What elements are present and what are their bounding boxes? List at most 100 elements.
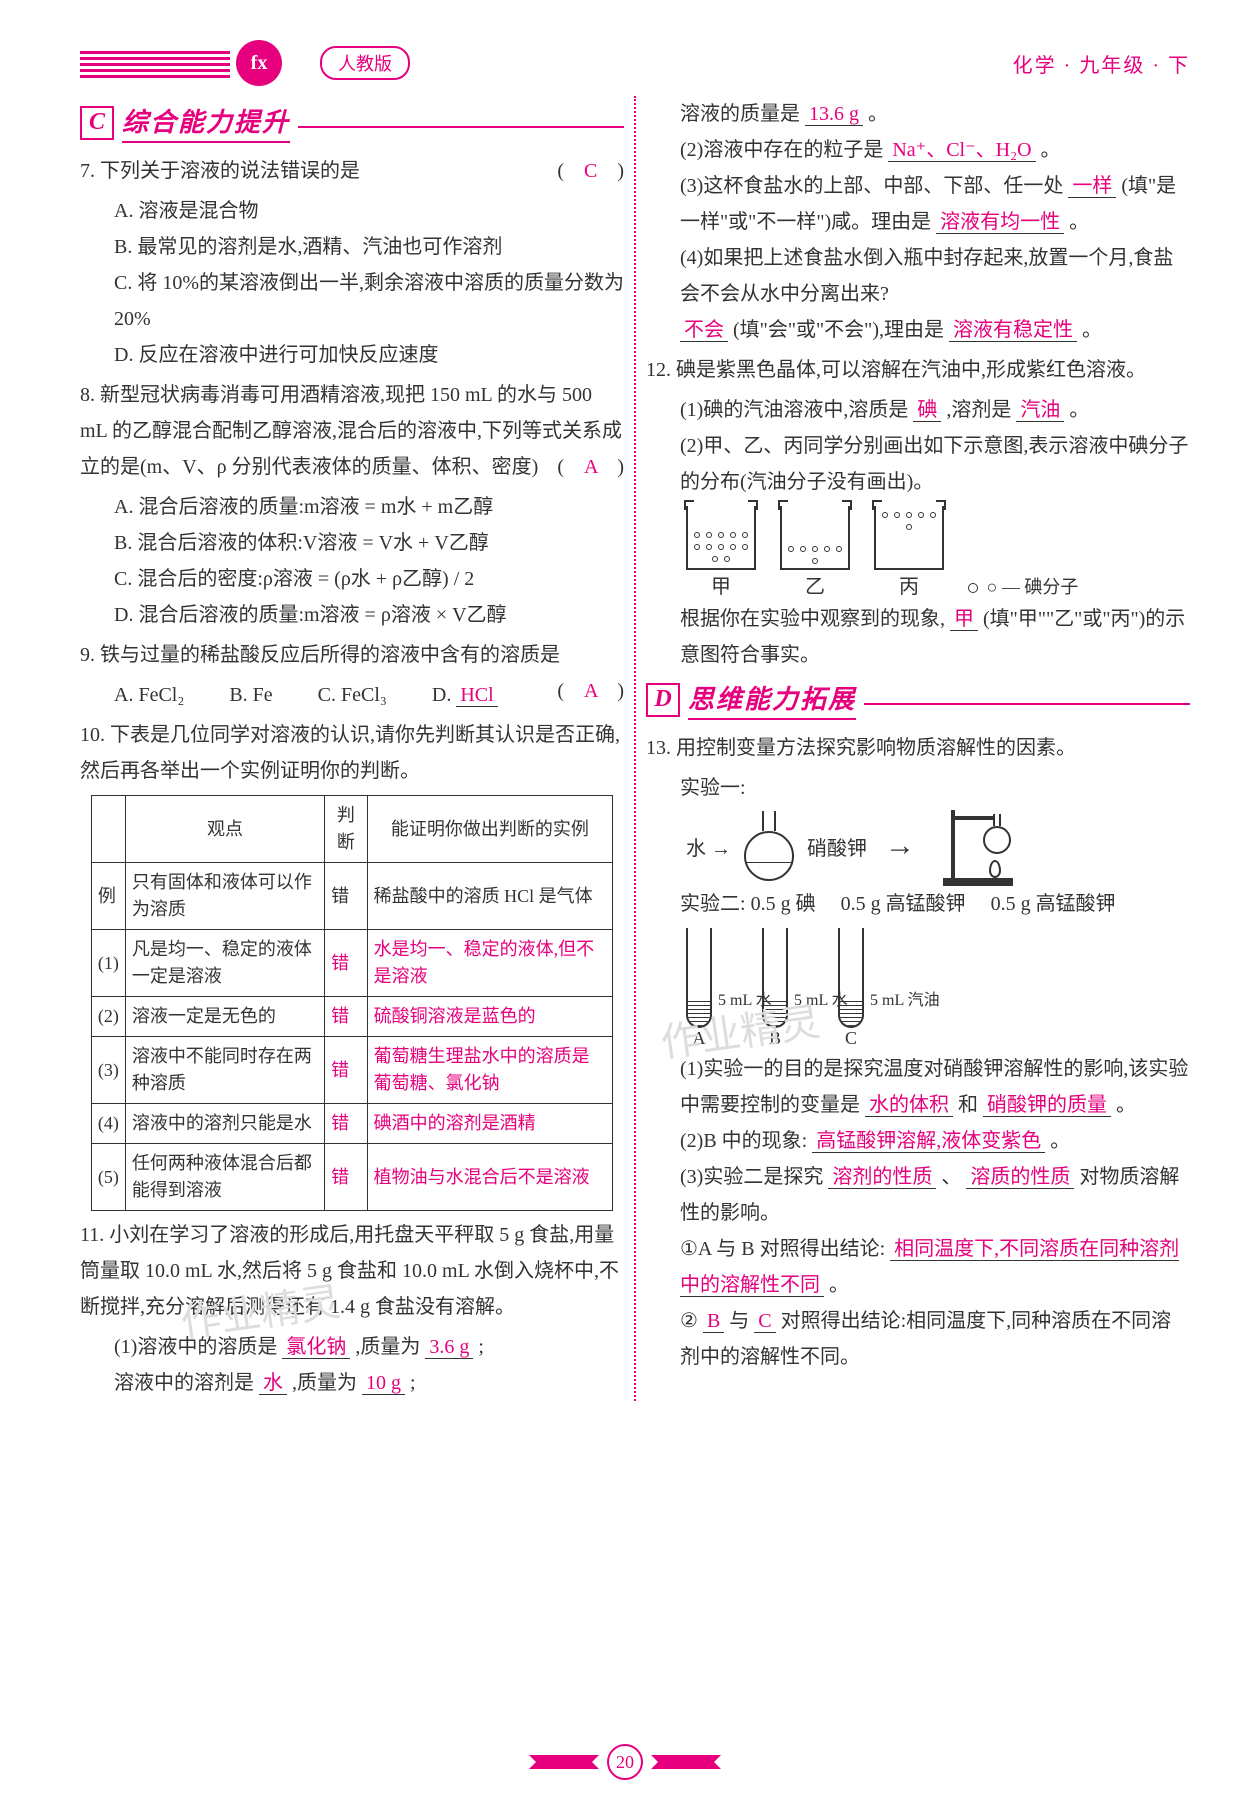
tube-letter: C [845, 1028, 857, 1049]
blank: 溶液有稳定性 [949, 319, 1077, 342]
test-tube-icon: 5 mL 水 [762, 928, 788, 1028]
ribbon-icon [651, 1755, 721, 1769]
txt: 0.5 g 碘 [751, 893, 816, 915]
txt: 。 [868, 103, 888, 125]
txt: 实验二: [680, 893, 746, 915]
q11-p4: (4)如果把上述食盐水倒入瓶中封存起来,放置一个月,食盐会不会从水中分离出来? … [646, 240, 1190, 348]
cell: 溶液中不能同时存在两种溶质 [125, 1037, 324, 1104]
cell: 任何两种液体混合后都能得到溶液 [125, 1144, 324, 1211]
blank: B [703, 1310, 724, 1333]
blank: 3.6 g [425, 1336, 473, 1359]
q8-opt-b: B. 混合后溶液的体积:V溶液 = V水 + V乙醇 [80, 525, 624, 561]
th-0 [91, 796, 125, 863]
blank: 溶剂的性质 [828, 1166, 936, 1189]
cell: (3) [91, 1037, 125, 1104]
txt: ② [680, 1310, 698, 1332]
experiment1-diagram: 水 → 硝酸钾 → [686, 806, 1190, 886]
blank: 溶质的性质 [966, 1166, 1074, 1189]
txt: 0.5 g 高锰酸钾 [991, 893, 1116, 915]
blank: 不会 [680, 319, 728, 342]
txt: 、 [941, 1166, 961, 1188]
flask-icon [739, 811, 799, 881]
blank: 水 [259, 1372, 287, 1395]
txt: ,质量为 [355, 1336, 420, 1358]
section-wave [298, 118, 624, 128]
txt: 溶液中的溶剂是 [114, 1372, 254, 1394]
q9-d-ans: HCl [456, 684, 497, 707]
q8-opt-d: D. 混合后溶液的质量:m溶液 = ρ溶液 × V乙醇 [80, 597, 624, 633]
cell: 葡萄糖生理盐水中的溶质是葡萄糖、氯化钠 [367, 1037, 612, 1104]
section-c-title: 综合能力提升 [122, 102, 290, 143]
q9-opts: A. FeCl₂ B. Fe C. FeCl₃ D. HCl [80, 677, 624, 713]
q9-b: B. Fe [229, 684, 272, 706]
beaker-yi [780, 506, 850, 570]
section-d-letter: D [646, 683, 680, 717]
cell: 错 [325, 1037, 368, 1104]
q7-opt-b: B. 最常见的溶剂是水,酒精、汽油也可作溶剂 [80, 229, 624, 265]
blank: 13.6 g [805, 103, 863, 126]
txt: (3)实验二是探究 [680, 1166, 823, 1188]
cell: 稀盐酸中的溶质 HCl 是气体 [367, 863, 612, 930]
q12-p2: (2)甲、乙、丙同学分别画出如下示意图,表示溶液中碘分子的分布(汽油分子没有画出… [646, 428, 1190, 500]
header-logo: fx [236, 40, 282, 86]
table-header-row: 观点 判断 能证明你做出判断的实例 [91, 796, 612, 863]
q12-stem: 12. 碘是紫黑色晶体,可以溶解在汽油中,形成紫红色溶液。 [646, 352, 1190, 388]
cell: (5) [91, 1144, 125, 1211]
section-wave [864, 695, 1190, 705]
q8-stem: 8. 新型冠状病毒消毒可用酒精溶液,现把 150 mL 的水与 500 mL 的… [80, 377, 624, 485]
cell: 例 [91, 863, 125, 930]
q10-stem: 10. 下表是几位同学对溶液的认识,请你先判断其认识是否正确,然后再各举出一个实… [80, 717, 624, 789]
section-d-title: 思维能力拓展 [688, 679, 856, 720]
table-row: (4) 溶液中的溶剂只能是水 错 碘酒中的溶剂是酒精 [91, 1104, 612, 1144]
arrow-icon: → [885, 829, 915, 863]
legend: ○ — 碘分子 [968, 573, 1078, 599]
txt: 与 [729, 1310, 749, 1332]
beaker-jia [686, 506, 756, 570]
txt: ; [478, 1336, 484, 1358]
cell: 硫酸铜溶液是蓝色的 [367, 997, 612, 1037]
table-row: (3) 溶液中不能同时存在两种溶质 错 葡萄糖生理盐水中的溶质是葡萄糖、氯化钠 [91, 1037, 612, 1104]
test-tube-icon: 5 mL 汽油 [838, 928, 864, 1028]
header-stripes [80, 48, 230, 78]
right-column: 溶液的质量是 13.6 g 。 (2)溶液中存在的粒子是 Na⁺、Cl⁻、H₂O… [646, 96, 1190, 1401]
q8-text: 8. 新型冠状病毒消毒可用酒精溶液,现把 150 mL 的水与 500 mL 的… [80, 384, 622, 478]
q7-stem: 7. 下列关于溶液的说法错误的是 ( C ) [80, 153, 624, 189]
cell: 错 [325, 1144, 368, 1211]
cell: 只有固体和液体可以作为溶质 [125, 863, 324, 930]
txt: (填"会"或"不会"),理由是 [733, 319, 944, 341]
q7-opt-c: C. 将 10%的某溶液倒出一半,剩余溶液中溶质的质量分数为 20% [80, 265, 624, 337]
q13-p3d: ①A 与 B 对照得出结论: 相同温度下,不同溶质在同种溶剂中的溶解性不同 。 [646, 1231, 1190, 1303]
cell: 凡是均一、稳定的液体一定是溶液 [125, 930, 324, 997]
q13-p3f: ② B 与 C 对照得出结论:相同温度下,同种溶质在不同溶剂中的溶解性不同。 [646, 1303, 1190, 1375]
txt: 根据你在实验中观察到的现象, [680, 608, 945, 630]
txt: 。 [1082, 319, 1102, 341]
blank: 水的体积 [865, 1094, 953, 1117]
txt: 。 [1069, 211, 1089, 233]
solid-label: 硝酸钾 [807, 832, 867, 861]
q11-p1-line1: (1)溶液中的溶质是 氯化钠 ,质量为 3.6 g ; [80, 1329, 624, 1365]
th-3: 能证明你做出判断的实例 [367, 796, 612, 863]
q12-p1: (1)碘的汽油溶液中,溶质是 碘 ,溶剂是 汽油 。 [646, 392, 1190, 428]
edition-badge: 人教版 [320, 46, 410, 80]
q8-opt-a: A. 混合后溶液的质量:m溶液 = m水 + m乙醇 [80, 489, 624, 525]
cell: (2) [91, 997, 125, 1037]
tube-letter: A [693, 1028, 706, 1049]
cell: (4) [91, 1104, 125, 1144]
beaker-label: 丙 [899, 570, 919, 599]
tube-letter: B [769, 1028, 781, 1049]
water-label: 水 → [686, 832, 731, 861]
txt: 。 [1116, 1094, 1136, 1116]
txt: 。 [1041, 139, 1061, 161]
q7-answer: C [584, 160, 597, 182]
blank: 氯化钠 [282, 1336, 350, 1359]
cell: 溶液中的溶剂只能是水 [125, 1104, 324, 1144]
txt: (4)如果把上述食盐水倒入瓶中封存起来,放置一个月,食盐会不会从水中分离出来? [680, 247, 1173, 305]
cell: 植物油与水混合后不是溶液 [367, 1144, 612, 1211]
txt: ; [410, 1372, 416, 1394]
q10-table: 观点 判断 能证明你做出判断的实例 例 只有固体和液体可以作为溶质 错 稀盐酸中… [91, 795, 613, 1211]
th-1: 观点 [125, 796, 324, 863]
q9-paren: ( A ) [557, 673, 624, 709]
table-row: (5) 任何两种液体混合后都能得到溶液 错 植物油与水混合后不是溶液 [91, 1144, 612, 1211]
blank: 高锰酸钾溶解,液体变紫色 [812, 1130, 1045, 1153]
q11-p3: (3)这杯食盐水的上部、中部、下部、任一处 一样 (填"是一样"或"不一样")咸… [646, 168, 1190, 240]
